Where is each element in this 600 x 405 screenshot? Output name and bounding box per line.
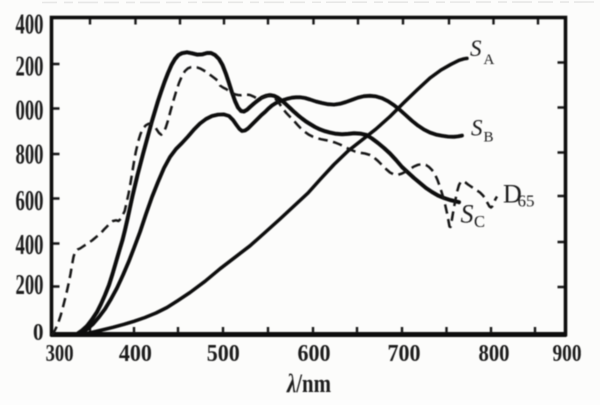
svg-text:900: 900 [553,340,582,367]
svg-text:C: C [474,212,485,231]
svg-text:200: 200 [16,269,44,301]
svg-text:B: B [484,130,494,146]
svg-text:0: 0 [33,320,44,346]
svg-text:S: S [470,36,482,61]
svg-text:D: D [503,180,522,209]
svg-text:600: 600 [298,340,331,367]
svg-text:000: 000 [16,95,44,127]
svg-text:λ/nm: λ/nm [286,369,331,398]
svg-text:300: 300 [46,340,74,367]
svg-text:500: 500 [207,340,240,367]
svg-text:S: S [471,116,483,141]
svg-text:65: 65 [518,192,535,211]
svg-text:200: 200 [16,51,44,83]
svg-text:400: 400 [16,229,44,261]
svg-text:800: 800 [479,340,510,367]
svg-text:800: 800 [16,139,44,171]
svg-text:600: 600 [16,185,44,217]
svg-text:S: S [461,200,474,229]
svg-text:A: A [484,52,495,68]
svg-text:400: 400 [16,8,44,40]
svg-text:400: 400 [119,340,152,367]
svg-text:700: 700 [388,340,421,367]
